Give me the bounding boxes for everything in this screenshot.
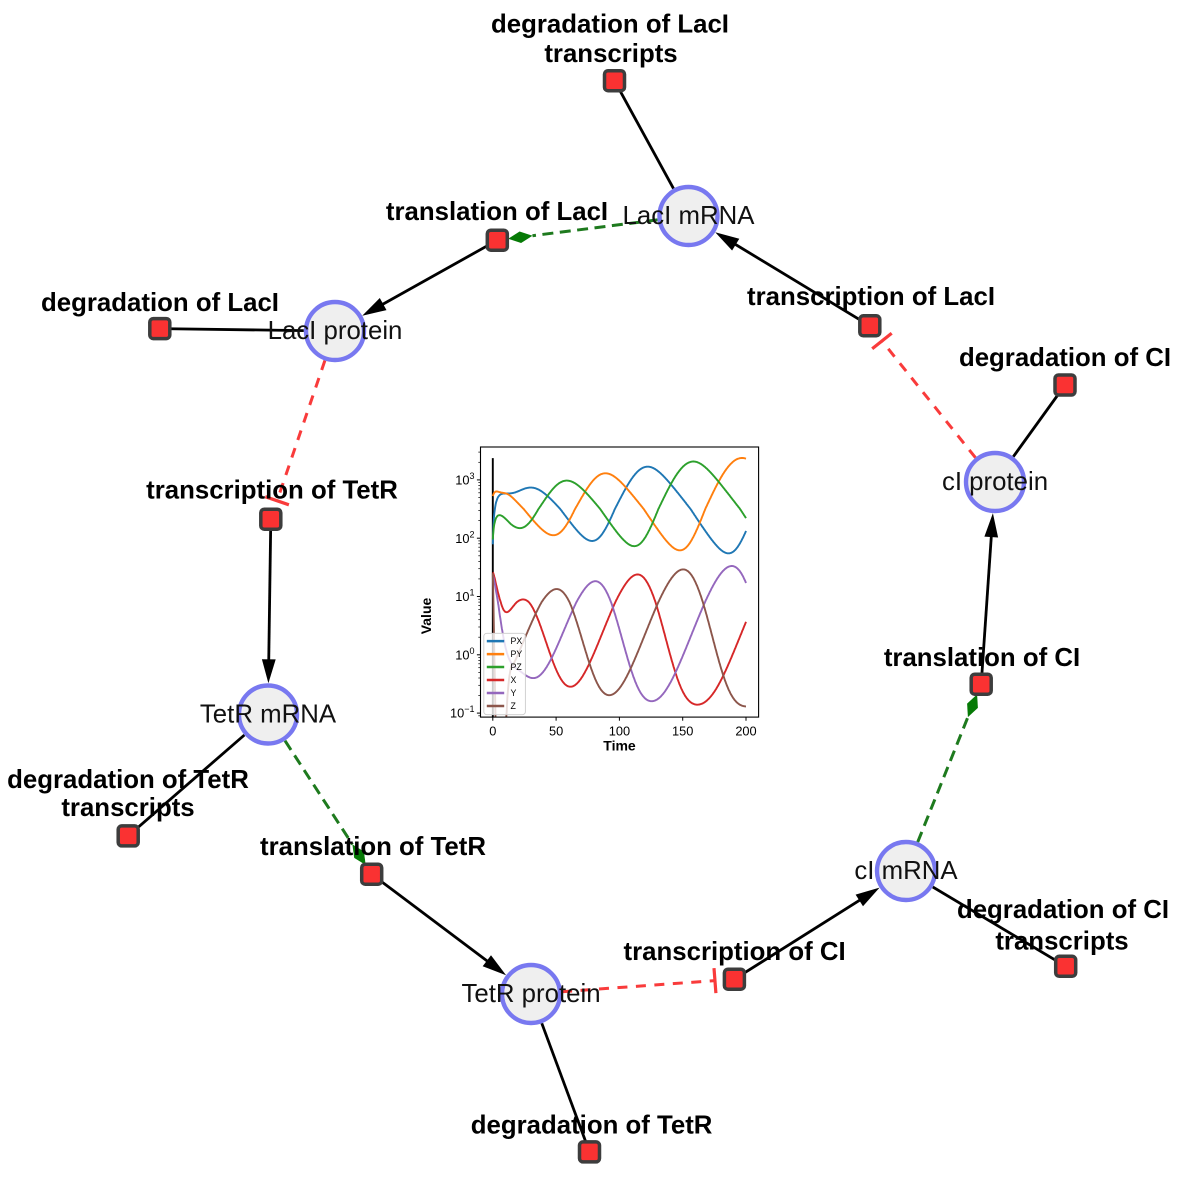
svg-text:LacI mRNA: LacI mRNA xyxy=(623,202,756,230)
svg-text:PX: PX xyxy=(511,636,523,646)
svg-text:transcripts: transcripts xyxy=(544,40,677,68)
svg-text:TetR protein: TetR protein xyxy=(461,980,600,1008)
svg-text:Y: Y xyxy=(511,688,517,698)
svg-text:degradation of CI: degradation of CI xyxy=(957,896,1169,924)
svg-text:degradation of CI: degradation of CI xyxy=(959,344,1171,372)
svg-text:Z: Z xyxy=(511,701,517,711)
svg-text:cI protein: cI protein xyxy=(942,468,1048,496)
svg-text:100: 100 xyxy=(455,646,474,663)
svg-text:100: 100 xyxy=(609,724,630,739)
svg-text:TetR mRNA: TetR mRNA xyxy=(200,701,337,729)
svg-text:degradation of TetR: degradation of TetR xyxy=(471,1112,713,1140)
svg-text:translation of LacI: translation of LacI xyxy=(386,198,608,226)
svg-text:Time: Time xyxy=(603,738,636,754)
svg-text:200: 200 xyxy=(735,724,756,739)
svg-text:transcripts: transcripts xyxy=(61,794,194,822)
svg-text:PY: PY xyxy=(511,649,523,659)
svg-text:50: 50 xyxy=(549,724,563,739)
svg-text:transcription of LacI: transcription of LacI xyxy=(747,283,995,311)
svg-text:cI mRNA: cI mRNA xyxy=(854,857,958,885)
svg-text:10−1: 10−1 xyxy=(450,704,475,721)
svg-text:103: 103 xyxy=(455,471,474,488)
svg-text:0: 0 xyxy=(489,724,496,739)
svg-text:PZ: PZ xyxy=(511,662,523,672)
svg-text:X: X xyxy=(511,675,517,685)
svg-text:transcription of TetR: transcription of TetR xyxy=(146,477,398,505)
svg-text:translation of TetR: translation of TetR xyxy=(260,833,486,861)
svg-text:degradation of TetR: degradation of TetR xyxy=(7,766,249,794)
svg-text:LacI protein: LacI protein xyxy=(268,317,403,345)
svg-text:101: 101 xyxy=(455,588,474,605)
svg-text:150: 150 xyxy=(672,724,693,739)
svg-text:transcripts: transcripts xyxy=(995,928,1128,956)
svg-text:transcription of CI: transcription of CI xyxy=(624,938,846,966)
svg-text:translation of CI: translation of CI xyxy=(884,644,1080,672)
svg-text:degradation of LacI: degradation of LacI xyxy=(491,11,729,39)
svg-text:102: 102 xyxy=(455,529,474,546)
svg-text:degradation of LacI: degradation of LacI xyxy=(41,289,279,317)
svg-text:Value: Value xyxy=(418,598,434,635)
